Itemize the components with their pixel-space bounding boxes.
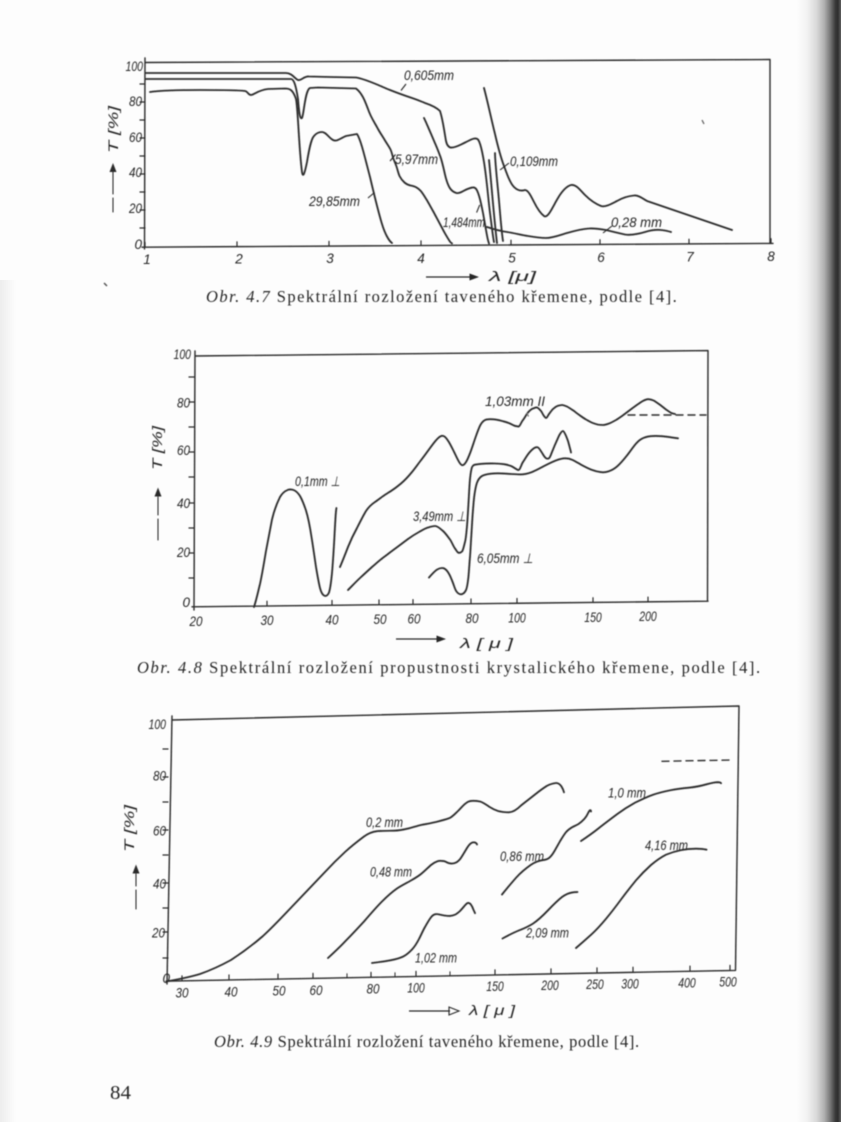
svg-text:100: 100 <box>508 611 526 626</box>
svg-text:60: 60 <box>408 612 421 627</box>
svg-text:30: 30 <box>261 613 274 628</box>
svg-text:50: 50 <box>374 612 387 627</box>
svg-text:60: 60 <box>310 983 323 998</box>
svg-text:60: 60 <box>177 443 190 458</box>
svg-text:100: 100 <box>407 981 425 996</box>
svg-text:80: 80 <box>153 769 166 784</box>
svg-text:3: 3 <box>326 251 334 266</box>
svg-text:0: 0 <box>162 971 170 986</box>
svg-text:4: 4 <box>417 251 425 266</box>
svg-text:Obr. 4.7 Spektrální rozložení: Obr. 4.7 Spektrální rozložení taveného k… <box>206 287 678 306</box>
svg-text:40: 40 <box>153 877 166 892</box>
svg-text:20: 20 <box>151 926 165 941</box>
svg-text:6,05mm ⊥: 6,05mm ⊥ <box>477 551 533 566</box>
svg-text:8: 8 <box>767 249 775 264</box>
svg-text:300: 300 <box>621 977 639 992</box>
svg-text:Obr. 4.8 Spektrální rozložení: Obr. 4.8 Spektrální rozložení propustnos… <box>137 658 762 677</box>
svg-text:6: 6 <box>597 250 605 265</box>
svg-text:20: 20 <box>189 614 203 629</box>
svg-text:7: 7 <box>686 250 694 265</box>
svg-text:0,2 mm: 0,2 mm <box>366 815 403 830</box>
svg-text:T [%]: T [%] <box>106 104 121 153</box>
svg-text:λ [μ]: λ [μ] <box>487 269 538 284</box>
svg-text:0,605mm: 0,605mm <box>404 68 454 83</box>
svg-text:150: 150 <box>584 610 602 625</box>
svg-text:29,85mm: 29,85mm <box>308 194 360 209</box>
svg-text:50: 50 <box>273 984 286 999</box>
svg-text:84: 84 <box>110 1083 131 1104</box>
svg-text:5,97mm: 5,97mm <box>395 152 438 167</box>
svg-text:T [%]: T [%] <box>150 424 165 470</box>
svg-text:400: 400 <box>678 975 696 990</box>
svg-text:40: 40 <box>326 613 339 628</box>
svg-text:20: 20 <box>176 545 190 560</box>
svg-text:1,0 mm: 1,0 mm <box>608 786 646 801</box>
svg-text:30: 30 <box>176 986 189 1001</box>
svg-text:80: 80 <box>466 611 479 626</box>
svg-text:100: 100 <box>126 59 144 74</box>
svg-text:0,28 mm: 0,28 mm <box>611 215 662 230</box>
svg-text:100: 100 <box>149 717 167 732</box>
svg-text:100: 100 <box>174 347 192 362</box>
svg-text:0,1mm ⊥: 0,1mm ⊥ <box>295 474 340 489</box>
svg-text:40: 40 <box>177 496 190 511</box>
svg-text:3,49mm ⊥: 3,49mm ⊥ <box>413 509 466 524</box>
svg-text:20: 20 <box>128 201 142 216</box>
svg-text:0,109mm: 0,109mm <box>510 154 558 169</box>
svg-text:200: 200 <box>638 609 657 624</box>
svg-text:40: 40 <box>225 985 238 1000</box>
svg-text:0,48 mm: 0,48 mm <box>370 865 412 880</box>
svg-text:T [%]: T [%] <box>122 803 137 852</box>
svg-text:4,16 mm: 4,16 mm <box>645 838 688 853</box>
svg-text:1,03mm II: 1,03mm II <box>485 394 545 409</box>
svg-text:5: 5 <box>508 251 516 266</box>
svg-text:1,484mm: 1,484mm <box>443 215 485 230</box>
svg-text:2,09 mm: 2,09 mm <box>525 926 569 941</box>
svg-text:0: 0 <box>134 237 142 252</box>
svg-text:200: 200 <box>540 978 559 993</box>
svg-text:150: 150 <box>486 979 504 994</box>
svg-text:250: 250 <box>585 977 604 992</box>
svg-text:0: 0 <box>182 595 190 610</box>
svg-text:1: 1 <box>143 252 151 267</box>
svg-text:80: 80 <box>129 94 142 109</box>
svg-text:80: 80 <box>177 396 190 411</box>
svg-text:60: 60 <box>153 824 166 839</box>
svg-text:60: 60 <box>129 130 142 145</box>
svg-text:40: 40 <box>129 165 142 180</box>
svg-text:λ [ μ ]: λ [ μ ] <box>458 636 515 651</box>
svg-text:Obr. 4.9 Spektrální rozložení: Obr. 4.9 Spektrální rozložení taveného k… <box>214 1032 640 1051</box>
svg-text:500: 500 <box>719 975 737 990</box>
svg-text:2: 2 <box>234 252 243 267</box>
svg-text:1,02 mm: 1,02 mm <box>415 951 457 966</box>
svg-text:80: 80 <box>367 982 380 997</box>
svg-text:λ [ μ ]: λ [ μ ] <box>468 1003 517 1018</box>
svg-text:0,86 mm: 0,86 mm <box>500 849 544 864</box>
